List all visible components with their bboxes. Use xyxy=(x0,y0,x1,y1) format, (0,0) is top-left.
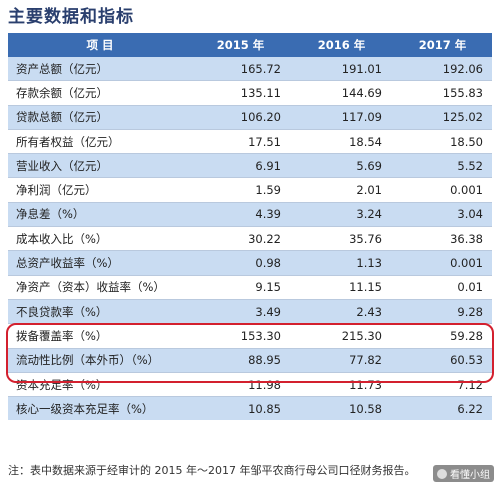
table-row: 净利润（亿元） 1.59 2.01 0.001 xyxy=(8,178,492,203)
cell-2016: 11.73 xyxy=(349,377,382,392)
cell-2017: 5.52 xyxy=(457,158,483,173)
cell-2017: 0.01 xyxy=(457,280,483,295)
cell-2015: 0.98 xyxy=(255,256,281,271)
row-label: 净息差（%） xyxy=(16,207,85,222)
table-row: 净资产（资本）收益率（%） 9.15 11.15 0.01 xyxy=(8,275,492,300)
table-row: 总资产收益率（%） 0.98 1.13 0.001 xyxy=(8,251,492,276)
table-row: 拨备覆盖率（%） 153.30 215.30 59.28 xyxy=(8,324,492,349)
table-row: 营业收入（亿元） 6.91 5.69 5.52 xyxy=(8,154,492,179)
cell-2015: 135.11 xyxy=(240,85,281,100)
cell-2016: 215.30 xyxy=(341,328,382,343)
cell-2017: 9.28 xyxy=(457,304,483,319)
table-row: 存款余额（亿元） 135.11 144.69 155.83 xyxy=(8,81,492,106)
cell-2015: 11.98 xyxy=(248,377,281,392)
row-label: 核心一级资本充足率（%） xyxy=(16,401,154,416)
cell-2016: 10.58 xyxy=(349,401,382,416)
cell-2017: 192.06 xyxy=(442,61,483,76)
table-row: 所有者权益（亿元） 17.51 18.54 18.50 xyxy=(8,129,492,155)
row-label: 净利润（亿元） xyxy=(16,183,97,198)
cell-2017: 36.38 xyxy=(450,231,483,246)
cell-2016: 191.01 xyxy=(341,61,382,76)
cell-2015: 9.15 xyxy=(255,280,281,295)
row-label: 营业收入（亿元） xyxy=(16,158,108,173)
watermark-label: 看懂小组 xyxy=(450,470,490,481)
table-row: 净息差（%） 4.39 3.24 3.04 xyxy=(8,202,492,228)
cell-2016: 3.24 xyxy=(356,207,382,222)
table-header-row: 项 目 2015 年 2016 年 2017 年 xyxy=(8,33,492,57)
cell-2016: 144.69 xyxy=(341,85,382,100)
cell-2016: 2.01 xyxy=(356,183,382,198)
cell-2017: 125.02 xyxy=(442,110,483,125)
cell-2017: 0.001 xyxy=(450,183,483,198)
cell-2017: 60.53 xyxy=(450,353,483,368)
cell-2015: 153.30 xyxy=(240,328,281,343)
cell-2017: 59.28 xyxy=(450,328,483,343)
footnote: 注：表中数据来源于经审计的 2015 年～2017 年邹平农商行母公司口径财务报… xyxy=(8,464,416,477)
row-label: 成本收入比（%） xyxy=(16,231,108,246)
cell-2015: 165.72 xyxy=(240,61,281,76)
page-title: 主要数据和指标 xyxy=(8,7,134,27)
watermark: 看懂小组 xyxy=(433,465,494,482)
cell-2017: 6.22 xyxy=(457,401,483,416)
cell-2015: 1.59 xyxy=(255,183,281,198)
row-label: 资本充足率（%） xyxy=(16,377,108,392)
cell-2017: 7.12 xyxy=(457,377,483,392)
header-item: 项 目 xyxy=(86,38,114,52)
row-label: 净资产（资本）收益率（%） xyxy=(16,280,165,295)
row-label: 流动性比例（本外币）（%） xyxy=(16,353,160,368)
header-2015: 2015 年 xyxy=(216,38,265,52)
table-row: 核心一级资本充足率（%） 10.85 10.58 6.22 xyxy=(8,397,492,421)
cell-2016: 11.15 xyxy=(349,280,382,295)
cell-2017: 18.50 xyxy=(450,134,483,149)
cell-2016: 35.76 xyxy=(349,231,382,246)
cell-2016: 77.82 xyxy=(349,353,382,368)
row-label: 不良贷款率（%） xyxy=(16,304,108,319)
cell-2015: 6.91 xyxy=(255,158,281,173)
cell-2015: 17.51 xyxy=(248,134,281,149)
table-row: 不良贷款率（%） 3.49 2.43 9.28 xyxy=(8,299,492,325)
cell-2017: 3.04 xyxy=(457,207,483,222)
row-label: 资产总额（亿元） xyxy=(16,61,108,76)
cell-2017: 155.83 xyxy=(442,85,483,100)
header-2016: 2016 年 xyxy=(317,38,366,52)
cell-2016: 2.43 xyxy=(356,304,382,319)
table-row: 资本充足率（%） 11.98 11.73 7.12 xyxy=(8,372,492,398)
table-row: 成本收入比（%） 30.22 35.76 36.38 xyxy=(8,227,492,252)
cell-2015: 88.95 xyxy=(248,353,281,368)
cell-2015: 4.39 xyxy=(255,207,281,222)
cell-2015: 30.22 xyxy=(248,231,281,246)
data-table: 项 目 2015 年 2016 年 2017 年 资产总额（亿元） 165.72… xyxy=(8,33,492,421)
cell-2016: 5.69 xyxy=(356,158,382,173)
cell-2015: 3.49 xyxy=(255,304,281,319)
cell-2017: 0.001 xyxy=(450,256,483,271)
table-row: 流动性比例（本外币）（%） 88.95 77.82 60.53 xyxy=(8,348,492,373)
table-row: 贷款总额（亿元） 106.20 117.09 125.02 xyxy=(8,105,492,130)
row-label: 拨备覆盖率（%） xyxy=(16,328,108,343)
row-label: 存款余额（亿元） xyxy=(16,85,108,100)
row-label: 所有者权益（亿元） xyxy=(16,134,120,149)
header-2017: 2017 年 xyxy=(418,38,467,52)
row-label: 总资产收益率（%） xyxy=(16,256,119,271)
cell-2016: 18.54 xyxy=(349,134,382,149)
wechat-logo-icon xyxy=(437,468,447,479)
cell-2015: 10.85 xyxy=(248,401,281,416)
cell-2015: 106.20 xyxy=(240,110,281,125)
table-row: 资产总额（亿元） 165.72 191.01 192.06 xyxy=(8,57,492,82)
cell-2016: 1.13 xyxy=(356,256,382,271)
cell-2016: 117.09 xyxy=(341,110,382,125)
row-label: 贷款总额（亿元） xyxy=(16,110,108,125)
